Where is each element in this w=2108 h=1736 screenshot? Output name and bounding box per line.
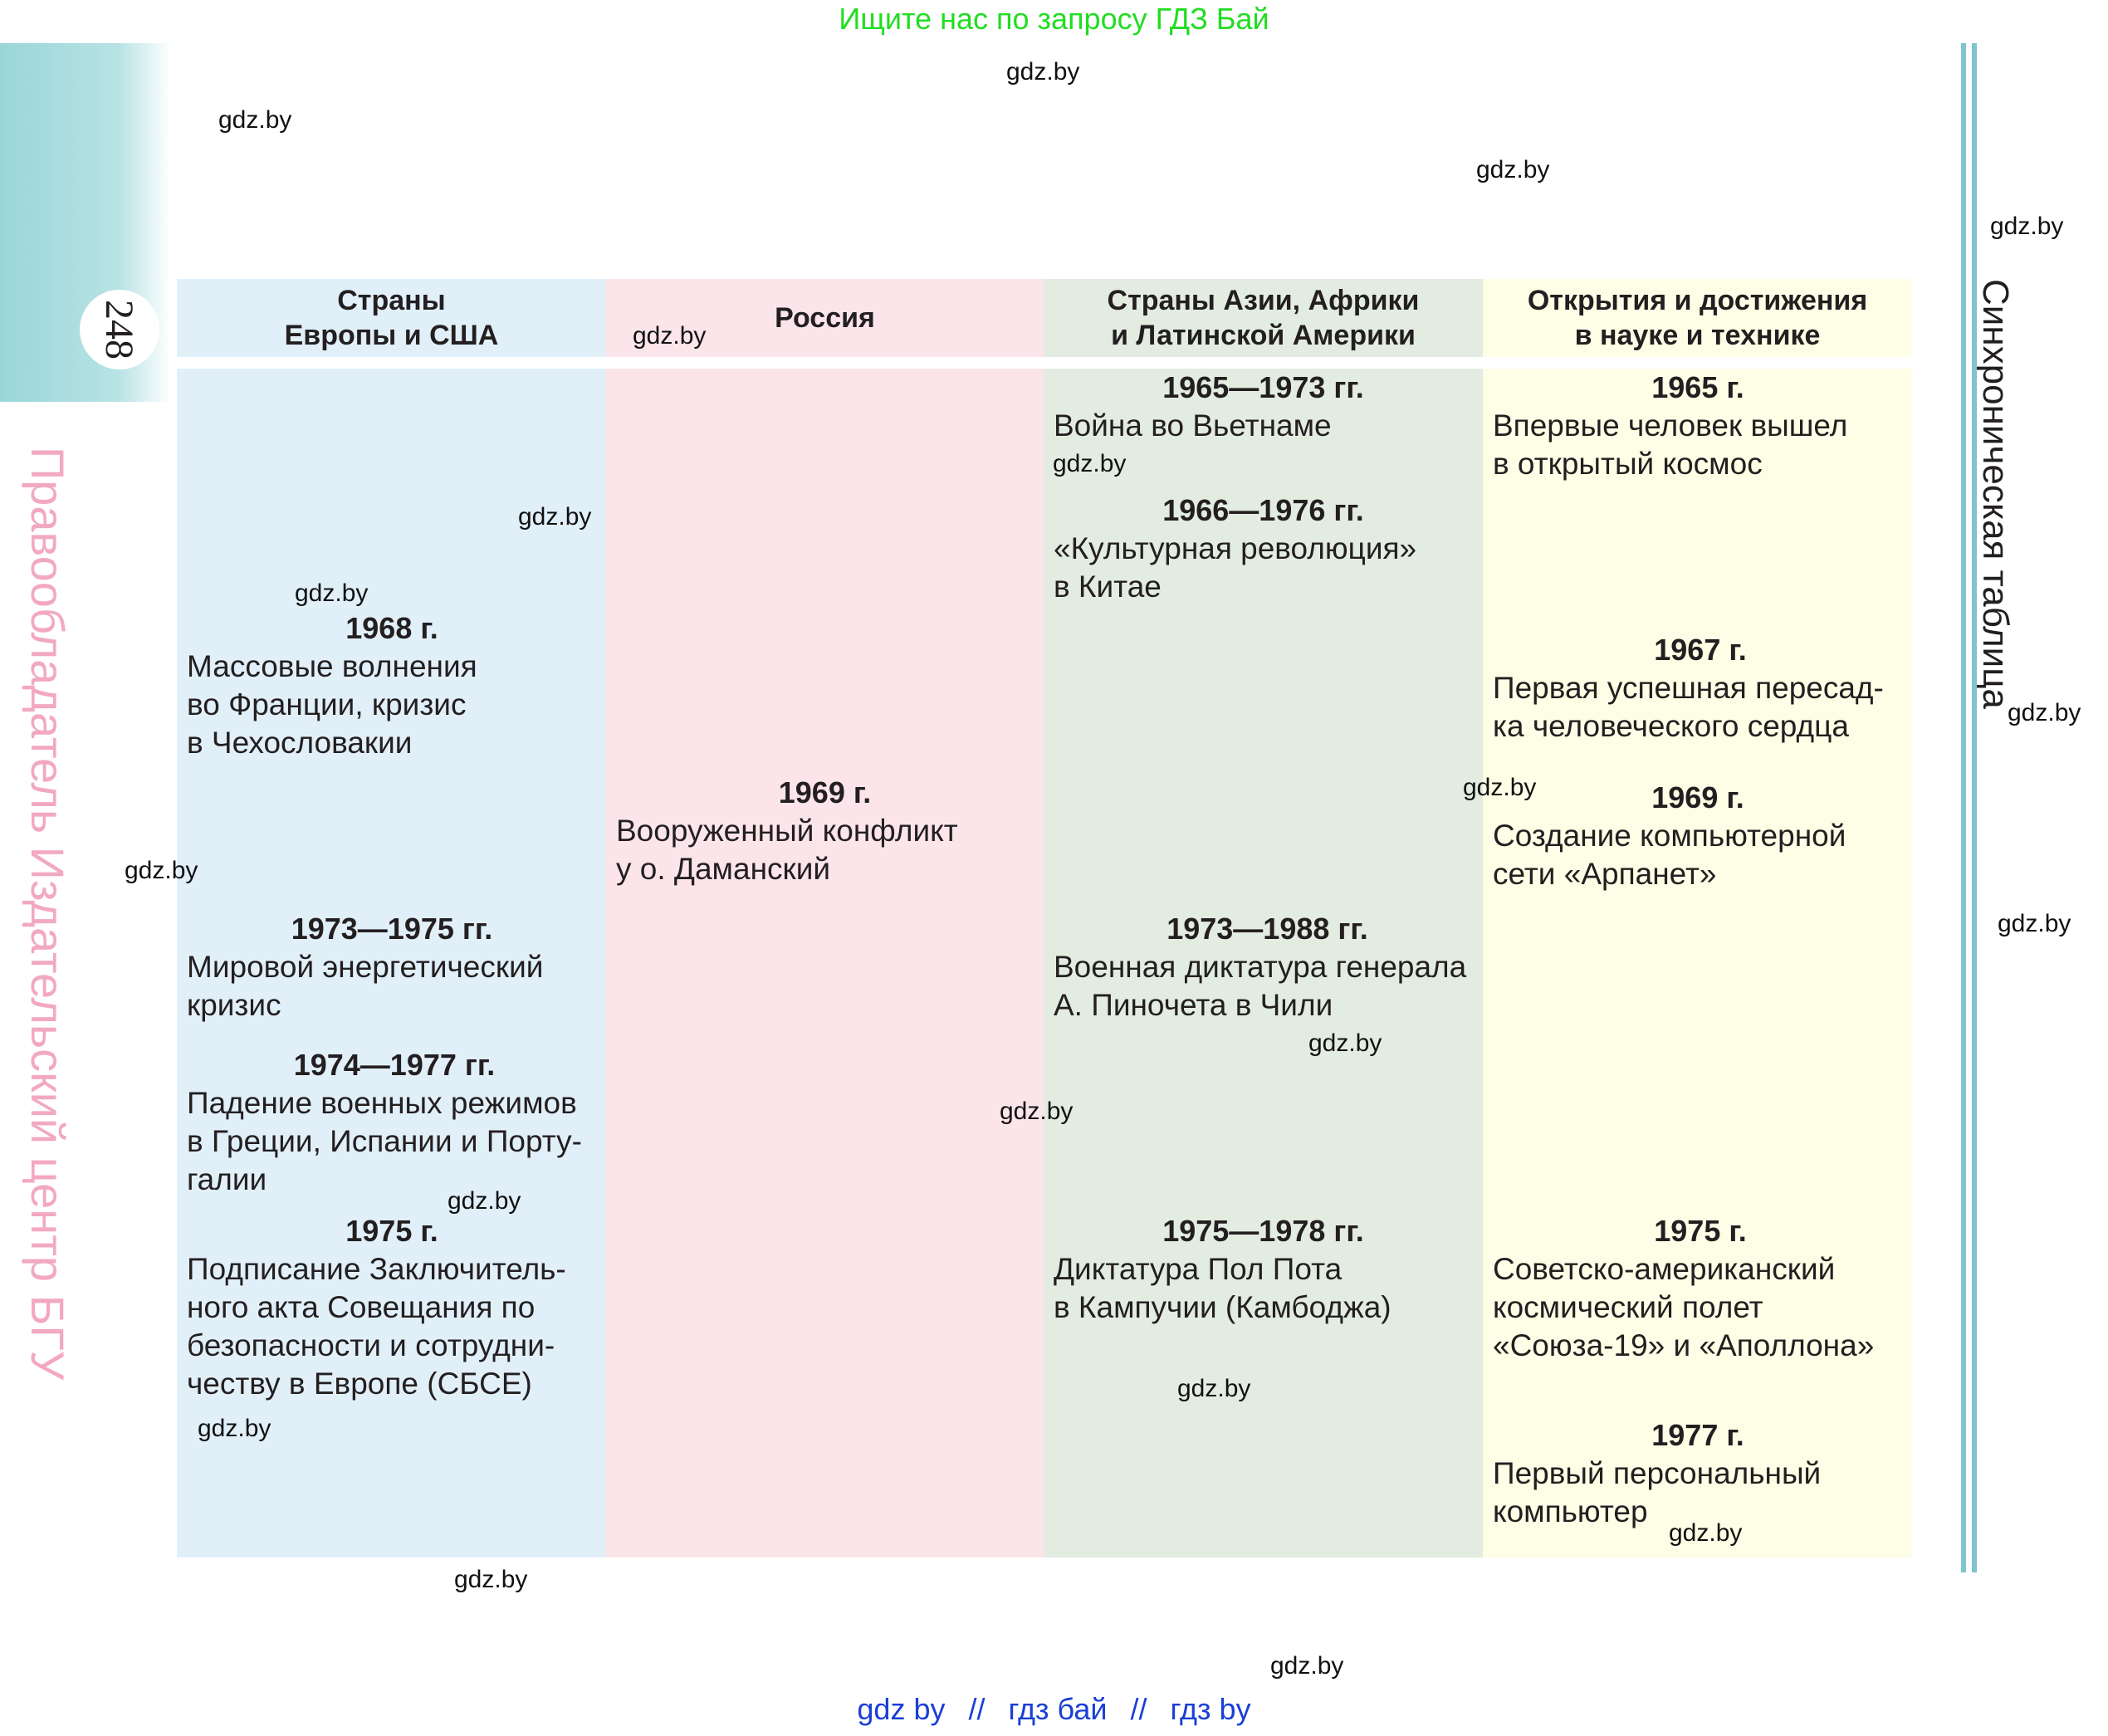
section-title: Синхроническая таблица <box>1975 279 2016 709</box>
watermark: gdz.by <box>1270 1652 1344 1680</box>
event-year: 1967 г. <box>1654 633 1747 667</box>
event-entry: 1973—1975 гг. Мировой энергетический кри… <box>187 910 597 1024</box>
margin-rule-left <box>1961 43 1966 1572</box>
event-entry: 1969 г. Создание компьютерной сети «Арпа… <box>1493 779 1903 893</box>
watermark: gdz.by <box>518 503 592 531</box>
event-entry: 1977 г. Первый персональный компьютер <box>1493 1416 1903 1531</box>
event-text: Война во Вьетнаме <box>1054 408 1332 443</box>
column-russia: 1969 г. Вооруженный конфликт у о. Даманс… <box>606 369 1044 1558</box>
event-entry: 1975 г. Подписание Заключитель- ного акт… <box>187 1212 597 1403</box>
page-number-badge <box>80 290 159 369</box>
watermark: gdz.by <box>218 106 292 134</box>
watermark: gdz.by <box>1053 450 1127 477</box>
event-year: 1975—1978 гг. <box>1162 1214 1364 1248</box>
event-text: Массовые волнения во Франции, кризис в Ч… <box>187 649 477 760</box>
event-year: 1969 г. <box>1651 780 1744 814</box>
watermark: gdz.by <box>1990 213 2064 240</box>
page-number: 248 <box>97 300 142 359</box>
event-year: 1975 г. <box>1654 1214 1747 1248</box>
event-text: Падение военных режимов в Греции, Испани… <box>187 1086 582 1196</box>
watermark: gdz.by <box>448 1187 521 1215</box>
event-year: 1977 г. <box>1651 1418 1744 1452</box>
footer-separator: // <box>1130 1692 1147 1726</box>
event-year: 1968 г. <box>345 611 438 645</box>
watermark: gdz.by <box>198 1415 271 1442</box>
event-year: 1973—1988 гг. <box>1166 912 1368 946</box>
event-entry: 1965 г. Впервые человек вышел в открытый… <box>1493 369 1903 483</box>
column-europe: 1968 г. Массовые волнения во Франции, кр… <box>177 369 606 1558</box>
event-entry: 1975—1978 гг. Диктатура Пол Пота в Кампу… <box>1054 1212 1473 1327</box>
event-text: Вооруженный конфликт у о. Даманский <box>616 814 958 886</box>
event-entry: 1974—1977 гг. Падение военных режимов в … <box>187 1046 602 1199</box>
event-year: 1975 г. <box>345 1214 438 1248</box>
watermark: gdz.by <box>1669 1519 1743 1547</box>
column-asia: 1965—1973 гг. Война во Вьетнаме 1966—197… <box>1044 369 1483 1558</box>
event-entry: 1973—1988 гг. Военная диктатура генерала… <box>1054 910 1481 1024</box>
event-year: 1966—1976 гг. <box>1162 493 1364 527</box>
event-entry: 1967 г. Первая успешная пересад- ка чело… <box>1493 631 1908 746</box>
event-text: Первая успешная пересад- ка человеческог… <box>1493 671 1884 743</box>
watermark: gdz.by <box>125 857 198 884</box>
event-year: 1973—1975 гг. <box>291 912 493 946</box>
event-text: Создание компьютерной сети «Арпанет» <box>1493 819 1846 891</box>
event-entry: 1969 г. Вооруженный конфликт у о. Даманс… <box>616 774 1034 888</box>
event-entry: 1966—1976 гг. «Культурная революция» в К… <box>1054 491 1473 606</box>
event-text: Мировой энергетический кризис <box>187 950 544 1022</box>
watermark: gdz.by <box>454 1566 528 1593</box>
event-year: 1965—1973 гг. <box>1162 370 1364 404</box>
event-text: Диктатура Пол Пота в Кампучии (Камбоджа) <box>1054 1252 1391 1324</box>
event-year: 1965 г. <box>1651 370 1744 404</box>
watermark: gdz.by <box>1308 1029 1382 1057</box>
watermark: gdz.by <box>1006 58 1080 86</box>
column-header-asia: Страны Азии, Африки и Латинской Америки <box>1044 279 1483 357</box>
event-text: «Культурная революция» в Китае <box>1054 531 1417 604</box>
event-text: Подписание Заключитель- ного акта Совеща… <box>187 1252 566 1401</box>
watermark: gdz.by <box>1476 156 1550 183</box>
margin-rule-right <box>1972 43 1977 1572</box>
watermark: gdz.by <box>633 322 707 350</box>
event-text: Первый персональный компьютер <box>1493 1456 1822 1528</box>
watermark: gdz.by <box>295 579 369 607</box>
event-entry: 1965—1973 гг. Война во Вьетнаме <box>1054 369 1473 445</box>
watermark: gdz.by <box>1998 910 2071 937</box>
footer-links: gdz by // гдз бай // гдз by <box>0 1692 2108 1727</box>
watermark: gdz.by <box>1177 1375 1251 1402</box>
event-text: Впервые человек вышел в открытый космос <box>1493 408 1848 481</box>
search-banner: Ищите нас по запросу ГДЗ Бай <box>839 2 1269 36</box>
column-header-europe: Страны Европы и США <box>177 279 606 357</box>
event-text: Советско-американский космический полет … <box>1493 1252 1875 1362</box>
event-entry: 1968 г. Массовые волнения во Франции, кр… <box>187 609 597 762</box>
event-year: 1969 г. <box>778 775 872 809</box>
event-entry: 1975 г. Советско-американский космически… <box>1493 1212 1908 1365</box>
watermark: gdz.by <box>1463 774 1537 801</box>
event-year: 1974—1977 гг. <box>293 1048 496 1082</box>
footer-link[interactable]: gdz by <box>857 1692 946 1726</box>
footer-link[interactable]: гдз бай <box>1008 1692 1108 1726</box>
column-header-russia: Россия <box>606 279 1044 357</box>
footer-link[interactable]: гдз by <box>1170 1692 1251 1726</box>
footer-separator: // <box>968 1692 986 1726</box>
watermark: gdz.by <box>1000 1098 1074 1125</box>
column-header-science: Открытия и достижения в науке и технике <box>1483 279 1912 357</box>
watermark: gdz.by <box>2008 699 2081 726</box>
event-text: Военная диктатура генерала А. Пиночета в… <box>1054 950 1467 1022</box>
column-science: 1965 г. Впервые человек вышел в открытый… <box>1483 369 1912 1558</box>
publisher-credit: Правообладатель Издательский центр БГУ <box>22 447 74 1381</box>
